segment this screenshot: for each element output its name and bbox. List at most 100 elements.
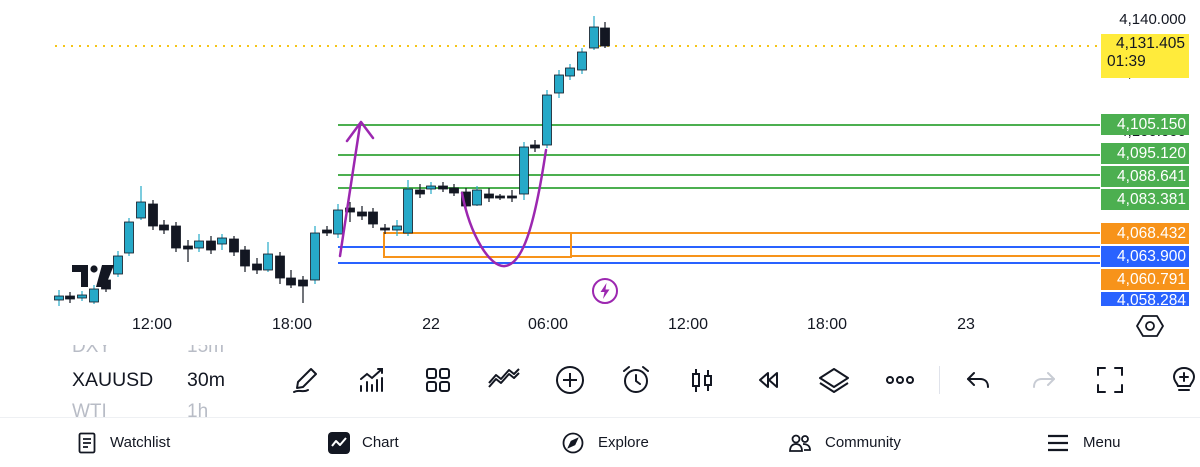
level-tag[interactable]: 4,068.432 (1101, 223, 1189, 244)
candle-body (194, 240, 204, 249)
hamburger-icon (1048, 434, 1068, 451)
more-button[interactable] (882, 362, 918, 398)
candle-body (229, 238, 239, 253)
nav-community[interactable]: Community (789, 418, 901, 467)
nav-chart[interactable]: Chart (328, 418, 399, 467)
candle-body (380, 227, 390, 231)
time-axis-label: 18:00 (806, 316, 848, 333)
interval-next[interactable]: 1h (187, 401, 209, 417)
interval-label[interactable]: 30m (187, 369, 225, 391)
candle-body (426, 185, 436, 190)
candle-body (322, 229, 332, 234)
nav-explore[interactable]: Explore (562, 418, 649, 467)
candle-body (542, 94, 552, 146)
candle-body (54, 295, 64, 301)
undo-button[interactable] (960, 362, 996, 398)
candle-body (495, 195, 505, 199)
candle-body (368, 211, 378, 225)
compass-icon (562, 432, 584, 453)
candle-body (415, 189, 425, 195)
symbol-next[interactable]: WTI (72, 401, 107, 417)
nav-menu[interactable]: Menu (1047, 418, 1121, 467)
flash-icon[interactable] (591, 277, 619, 310)
indicators-button[interactable] (354, 362, 390, 398)
candle-body (159, 224, 169, 231)
candle-body (148, 203, 158, 227)
symbol-prev[interactable]: DXY (72, 345, 112, 357)
candle-body (554, 74, 564, 94)
add-button[interactable] (552, 362, 588, 398)
candle-body (183, 245, 193, 250)
fullscreen-button[interactable] (1092, 362, 1128, 398)
candle-body (298, 279, 308, 287)
demand-zone-rect (383, 232, 572, 258)
time-axis-label: 12:00 (667, 316, 709, 333)
time-axis-label: 12:00 (131, 316, 173, 333)
candle-body (240, 249, 250, 267)
candle-body (484, 193, 494, 199)
chart-toolbar (0, 345, 1200, 417)
candle-body (345, 207, 355, 213)
candle-body (124, 221, 134, 254)
candle-body (263, 253, 273, 271)
draw-tool-icon (293, 368, 317, 393)
chart-icon (328, 431, 350, 454)
candle-body (449, 187, 459, 194)
time-axis-label: 22 (422, 316, 440, 333)
watchlist-icon (78, 432, 96, 453)
candle-body (333, 209, 343, 235)
indicators-icon (360, 368, 383, 392)
alert-icon (623, 366, 649, 393)
level-tag[interactable]: 4,105.150 (1101, 114, 1189, 135)
fullscreen-icon (1097, 367, 1123, 393)
candle-body (65, 295, 75, 300)
level-tag[interactable]: 4,095.120 (1101, 143, 1189, 164)
candle-body (472, 189, 482, 206)
nav-explore-label: Explore (598, 434, 649, 451)
bar-countdown: 01:39 (1107, 53, 1146, 70)
level-tag[interactable]: 4,058.284 (1101, 292, 1189, 306)
draw-tool-button[interactable] (288, 362, 324, 398)
ideas-icon (1172, 366, 1196, 391)
interval-prev[interactable]: 15m (187, 345, 224, 357)
drawing-templates-button[interactable] (486, 362, 522, 398)
arrow-head-drawing (345, 120, 375, 143)
time-axis-label: 06:00 (527, 316, 569, 333)
templates-button[interactable] (420, 362, 456, 398)
candle-body (171, 225, 181, 249)
community-icon (789, 434, 811, 452)
alert-button[interactable] (618, 362, 654, 398)
replay-button[interactable] (750, 362, 786, 398)
level-tag[interactable]: 4,063.900 (1101, 246, 1189, 267)
chart-settings-icon[interactable] (1136, 313, 1164, 344)
chart-type-icon (692, 369, 712, 392)
candle-body (577, 51, 587, 71)
level-tag[interactable]: 4,083.381 (1101, 189, 1189, 210)
current-price: 4,131.405 (1116, 35, 1185, 52)
candle-body (136, 201, 146, 219)
candle-body (507, 195, 517, 199)
nav-chart-label: Chart (362, 434, 399, 451)
nav-watchlist[interactable]: Watchlist (78, 418, 170, 467)
chart-type-button[interactable] (684, 362, 720, 398)
nav-watchlist-label: Watchlist (110, 434, 171, 451)
current-price-tag: 4,131.405 01:39 (1101, 34, 1189, 78)
candle-body (206, 240, 216, 251)
level-tag[interactable]: 4,088.641 (1101, 166, 1189, 187)
layers-button[interactable] (816, 362, 852, 398)
bottom-navigation: Watchlist Chart Explore Community Menu (0, 417, 1200, 467)
candle-body (519, 146, 529, 195)
redo-button[interactable] (1026, 362, 1062, 398)
add-icon (556, 366, 584, 394)
level-tag[interactable]: 4,060.791 (1101, 269, 1189, 290)
toolbar-divider (939, 366, 940, 394)
candle-body (310, 232, 320, 281)
ideas-button[interactable] (1168, 362, 1200, 398)
time-axis-label: 18:00 (271, 316, 313, 333)
symbol-picker[interactable]: DXY 15m XAUUSD 30m WTI 1h (72, 345, 272, 417)
drawing-templates-icon (488, 368, 520, 388)
symbol-label[interactable]: XAUUSD (72, 369, 154, 391)
chart-area[interactable]: 4,140.000 4,120.000 4,100.000 4,131.405 … (0, 0, 1200, 345)
candle-body (589, 26, 599, 49)
candle-body (275, 255, 285, 279)
